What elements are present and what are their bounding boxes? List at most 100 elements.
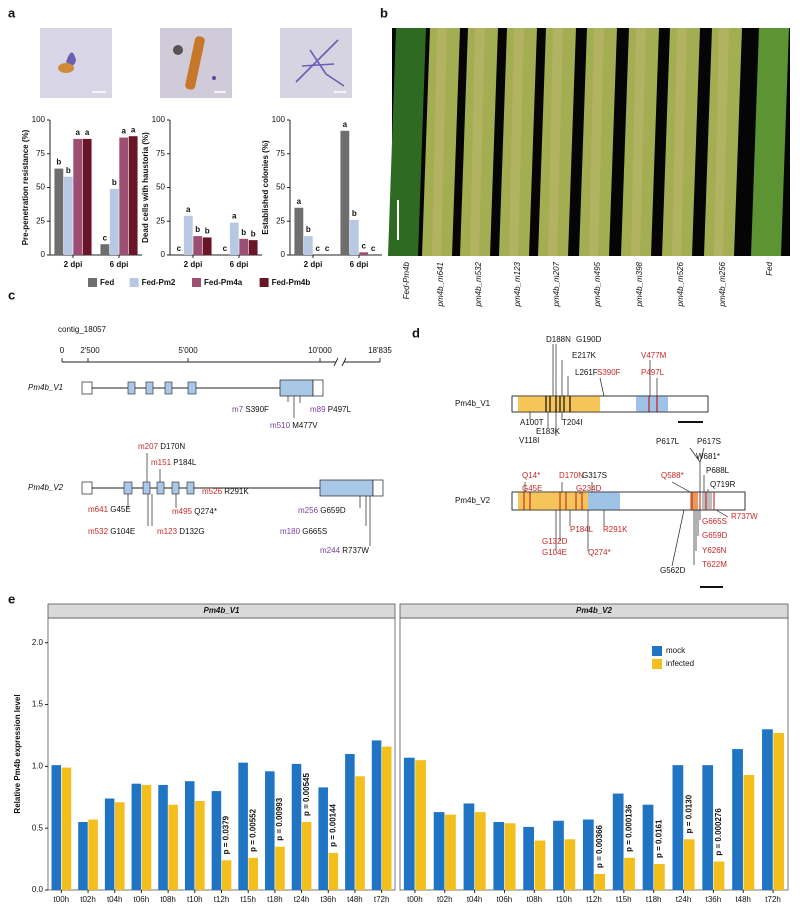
leaf bbox=[388, 28, 426, 256]
label-part: R737W bbox=[342, 546, 369, 555]
bar bbox=[345, 754, 355, 890]
diagram-shape: d bbox=[412, 325, 420, 340]
x-tick-label: t08h bbox=[527, 895, 543, 904]
significance-letter: b bbox=[205, 227, 210, 236]
bar bbox=[183, 215, 193, 255]
x-tick-label: t18h bbox=[646, 895, 662, 904]
mutation-label: V118I bbox=[519, 436, 539, 445]
mutation-label: S390F bbox=[597, 368, 621, 377]
significance-letter: a bbox=[85, 128, 90, 137]
bar bbox=[78, 822, 88, 890]
leaf-texture bbox=[432, 28, 447, 256]
legend-label: Fed-Pm2 bbox=[142, 278, 176, 287]
mutation-label: G45E bbox=[522, 484, 542, 493]
x-tick-label: t04h bbox=[467, 895, 483, 904]
diagram-shape bbox=[173, 45, 183, 55]
mutation-label: Y626N bbox=[702, 546, 727, 555]
diagram-shape bbox=[58, 63, 74, 73]
label-part: m641 bbox=[88, 505, 109, 514]
significance-letter: b bbox=[112, 178, 117, 187]
mutation-label: D170N bbox=[559, 471, 584, 480]
gene-name: Pm4b_V1 bbox=[28, 383, 63, 392]
significance-letter: c bbox=[371, 244, 376, 253]
scale-label: 5'000 bbox=[178, 346, 198, 355]
label-part: D170N bbox=[160, 442, 185, 451]
contig-label: contig_18057 bbox=[58, 325, 107, 334]
mutation-label: G190D bbox=[576, 335, 602, 344]
mutation-label: m89 P497L bbox=[310, 405, 351, 414]
leaf-texture bbox=[548, 28, 563, 256]
diagram-shape bbox=[319, 479, 374, 497]
y-tick-label: 75 bbox=[36, 149, 45, 158]
leaf-label: pm4b_m526 bbox=[676, 261, 685, 307]
significance-letter: a bbox=[75, 128, 80, 137]
leaf-label: pm4b_m256 bbox=[718, 261, 727, 307]
y-tick-label: 0 bbox=[41, 250, 46, 259]
label-part: m7 bbox=[232, 405, 244, 414]
legend-swatch bbox=[192, 278, 201, 287]
bar bbox=[445, 814, 456, 890]
leaf-texture bbox=[672, 28, 687, 256]
label-part: m256 bbox=[298, 506, 319, 515]
bar bbox=[612, 793, 624, 890]
y-tick-label: 0.0 bbox=[32, 885, 44, 894]
bar bbox=[115, 802, 125, 890]
x-tick-label: t15h bbox=[240, 895, 256, 904]
mutation-label: m244 R737W bbox=[320, 546, 369, 555]
significance-letter: b bbox=[56, 158, 61, 167]
label-part: m207 bbox=[138, 442, 159, 451]
bar bbox=[239, 238, 249, 255]
legend-label: Fed bbox=[100, 278, 114, 287]
diagram-shape: e bbox=[8, 591, 15, 606]
x-tick-label: t02h bbox=[437, 895, 453, 904]
mutation-label: R737W bbox=[731, 512, 758, 521]
bar bbox=[54, 168, 64, 255]
leaf-label: pm4b_m123 bbox=[513, 261, 522, 307]
leaf bbox=[751, 28, 789, 256]
bar bbox=[624, 857, 635, 890]
label-part: G45E bbox=[110, 505, 130, 514]
significance-letter: a bbox=[343, 120, 348, 129]
diagram-shape bbox=[388, 28, 789, 256]
diagram-shape bbox=[341, 357, 347, 367]
significance-letter: b bbox=[241, 228, 246, 237]
bar bbox=[141, 784, 152, 890]
diagram-shape bbox=[186, 481, 195, 495]
y-tick-label: 100 bbox=[32, 115, 46, 124]
mutation-label: P617S bbox=[697, 437, 721, 446]
bar bbox=[128, 136, 138, 255]
x-tick-label: t10h bbox=[187, 895, 203, 904]
label-part: M477V bbox=[292, 421, 318, 430]
mutation-label: Q274* bbox=[588, 548, 611, 557]
bar bbox=[248, 857, 259, 890]
mutation-label: G665S bbox=[702, 517, 727, 526]
p-value: p = 0.00993 bbox=[275, 797, 284, 840]
x-tick-label: t02h bbox=[80, 895, 96, 904]
diagram-shape bbox=[164, 381, 173, 395]
mutation-label: m207 D170N bbox=[138, 442, 185, 451]
x-tick-label: t06h bbox=[134, 895, 150, 904]
leaf-texture bbox=[470, 28, 485, 256]
significance-letter: c bbox=[177, 244, 182, 253]
x-tick-label: t12h bbox=[214, 895, 230, 904]
diagram-shape: a bbox=[8, 5, 16, 20]
diagram-shape bbox=[636, 396, 668, 412]
legend-swatch bbox=[129, 278, 139, 287]
x-tick-label: t10h bbox=[556, 895, 572, 904]
y-tick-label: 75 bbox=[276, 149, 285, 158]
y-tick-label: 75 bbox=[156, 149, 165, 158]
significance-letter: a bbox=[297, 197, 302, 206]
diagram-shape bbox=[145, 381, 154, 395]
mutation-label: G659D bbox=[702, 531, 728, 540]
bar bbox=[474, 812, 486, 890]
bar bbox=[463, 803, 475, 890]
mutation-label: L261F bbox=[575, 368, 598, 377]
scale-label: 18'835 bbox=[368, 346, 392, 355]
y-tick-label: 50 bbox=[276, 183, 285, 192]
bar bbox=[415, 760, 426, 890]
mutation-label: m526 R291K bbox=[202, 487, 249, 496]
bar bbox=[73, 138, 83, 255]
mutation-label: P617L bbox=[656, 437, 680, 446]
significance-letter: b bbox=[66, 166, 71, 175]
mutation-label: m256 G659D bbox=[298, 506, 346, 515]
